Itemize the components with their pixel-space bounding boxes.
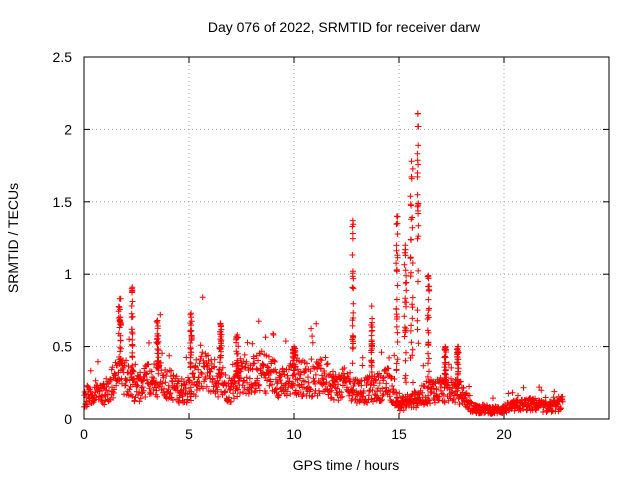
y-tick-label: 2 [64,121,72,137]
scatter-markers [81,110,566,417]
x-axis: 0 5 10 15 20 [80,57,512,442]
y-tick-label: 0.5 [53,339,73,355]
y-tick-label: 2.5 [53,49,73,65]
x-tick-label: 10 [286,426,302,442]
y-axis-label: SRMTID / TECUs [5,183,21,293]
plot-frame [83,56,610,420]
x-tick-label: 20 [496,426,512,442]
grid [84,57,609,419]
x-tick-label: 15 [391,426,407,442]
y-axis: 0 0.5 1 1.5 2 2.5 [53,49,609,427]
y-tick-label: 1 [64,266,72,282]
x-tick-label: 0 [80,426,88,442]
x-axis-label: GPS time / hours [293,457,400,473]
y-tick-label: 0 [64,411,72,427]
y-tick-label: 1.5 [53,194,73,210]
data-points [81,110,566,417]
x-tick-label: 5 [185,426,193,442]
chart-title: Day 076 of 2022, SRMTID for receiver dar… [208,19,481,35]
